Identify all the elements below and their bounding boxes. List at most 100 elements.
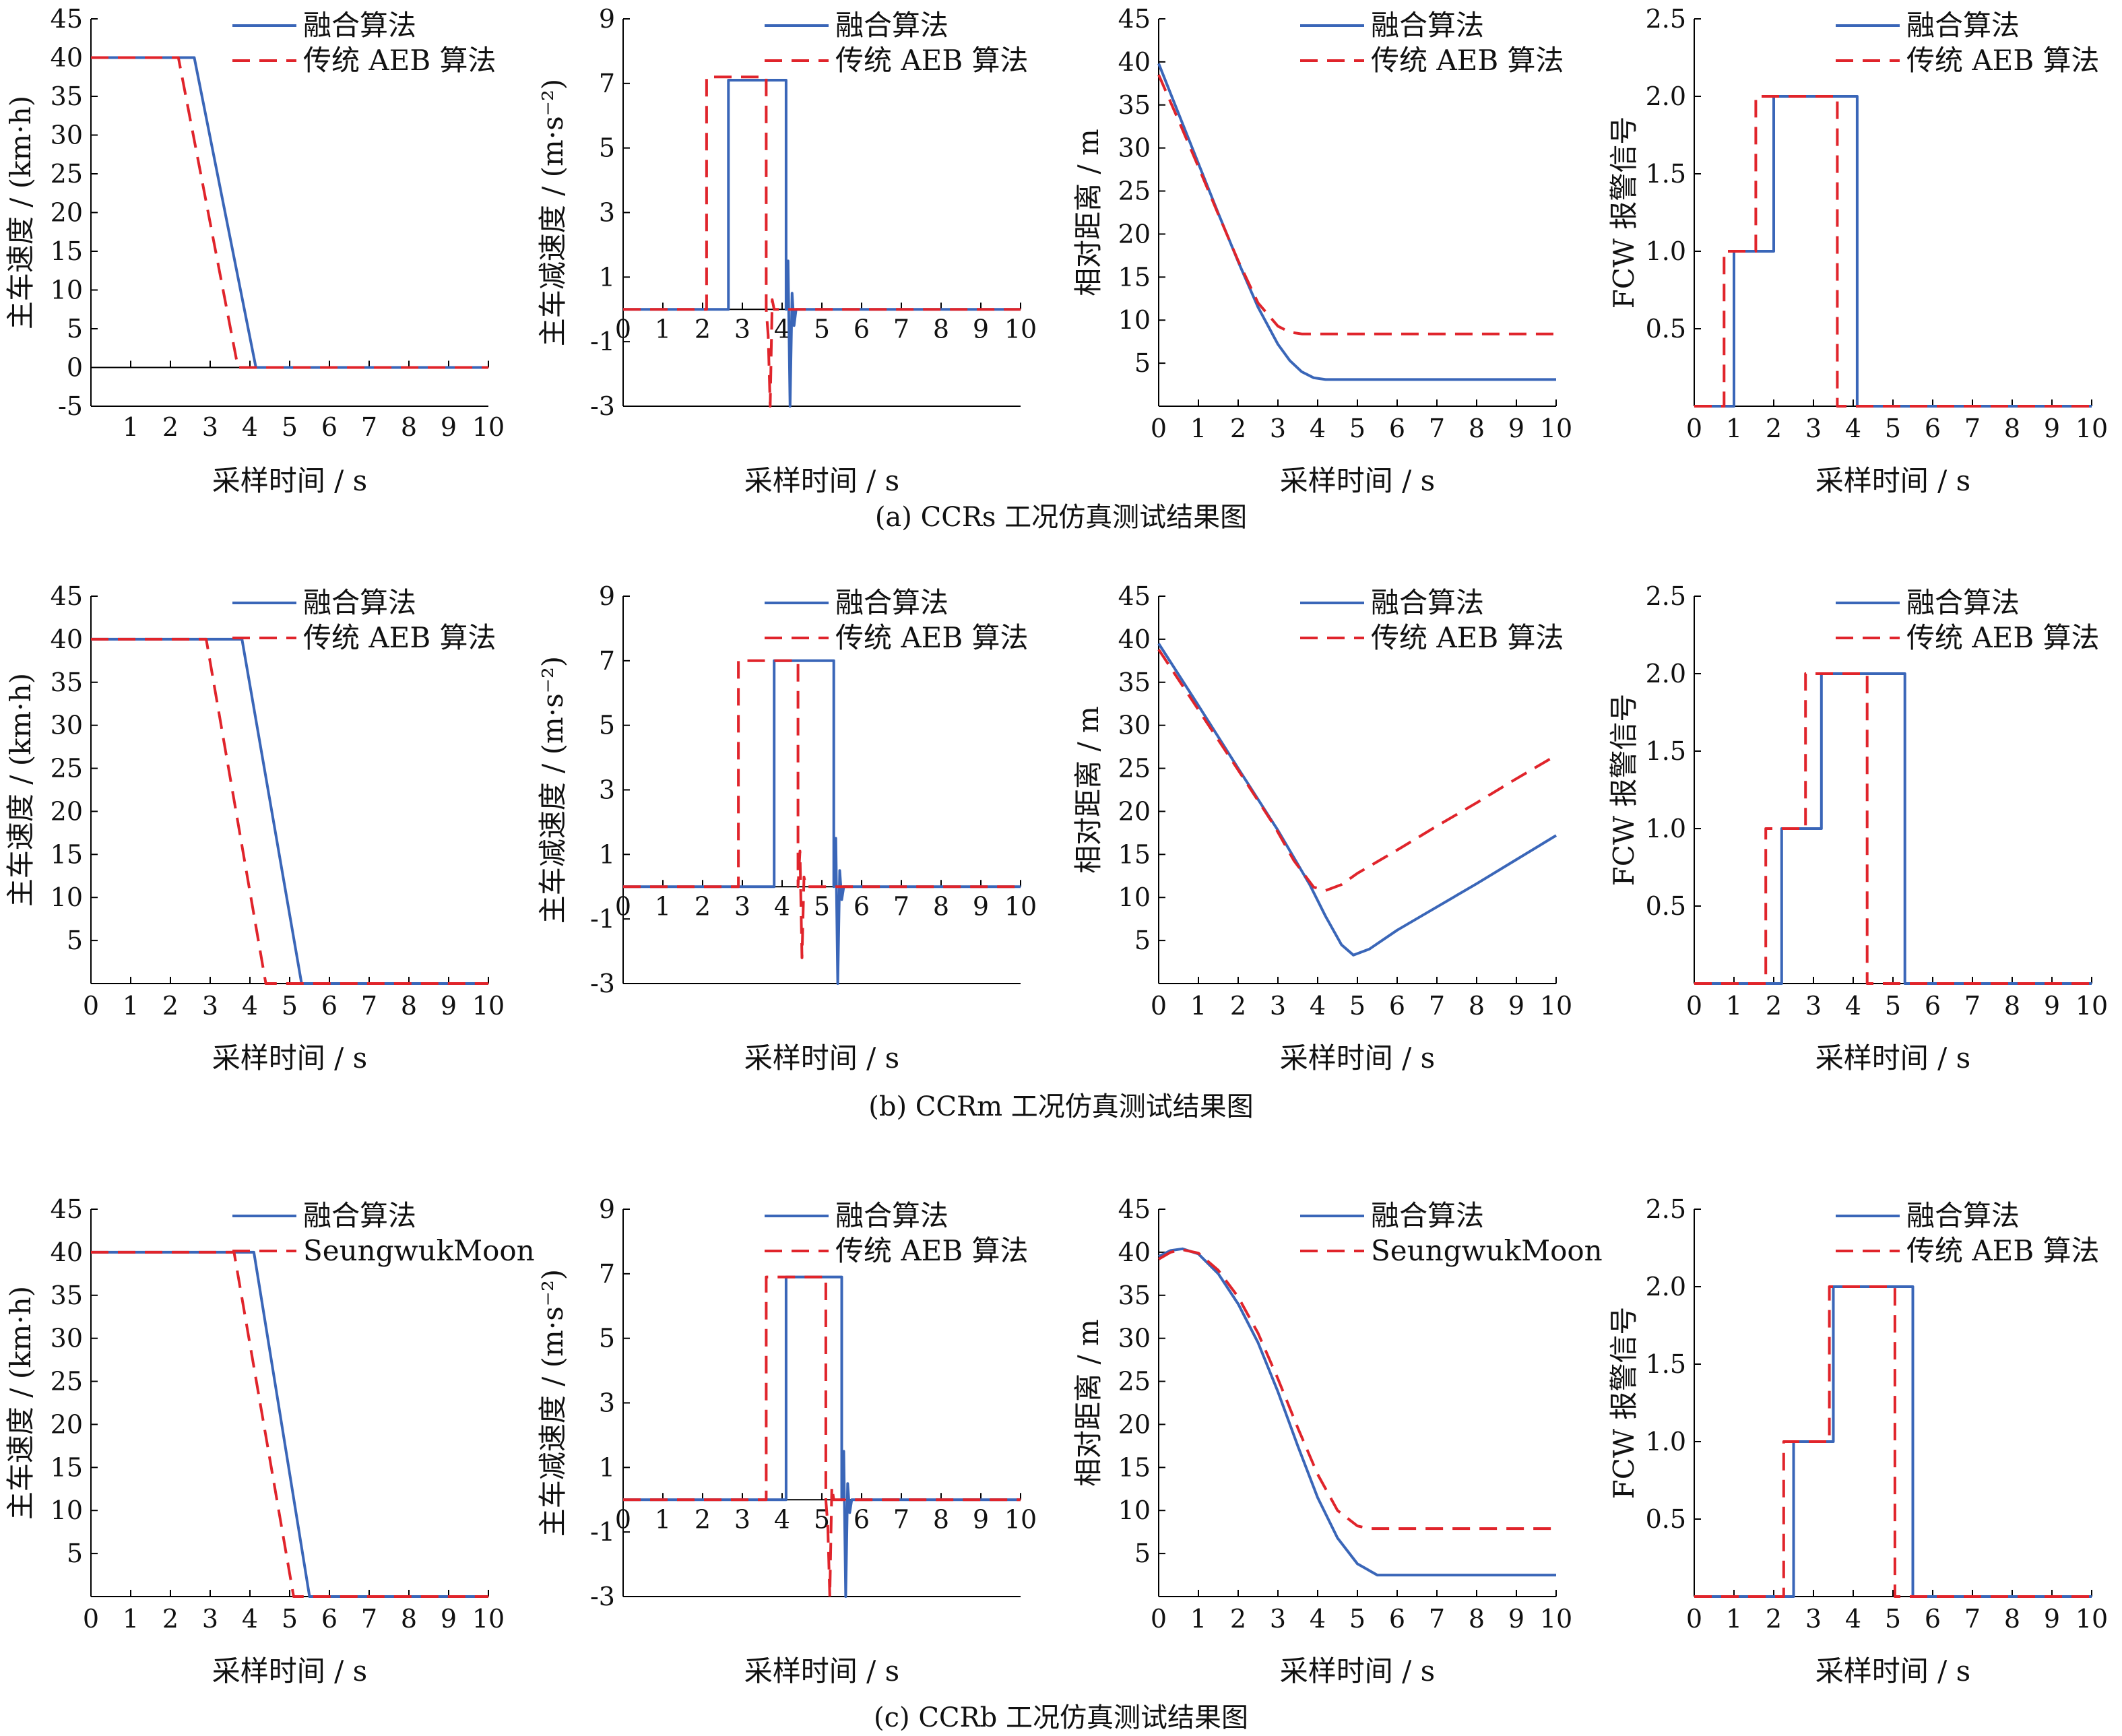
x-axis-label: 采样时间 / s <box>1280 464 1435 497</box>
x-tick-label: 0 <box>1151 414 1167 443</box>
series-line-aeb <box>623 75 1021 408</box>
x-tick-label: 0 <box>83 991 99 1021</box>
y-tick-label: 25 <box>1118 1367 1151 1396</box>
series-line-fusion <box>623 79 1021 408</box>
y-tick-label: 5 <box>67 926 83 955</box>
chart-a-fcw: 0.5 1.0 1.5 2.0 2.5 0 1 2 3 4 5 6 7 8 9 10 采样时间 / s FCW 报… <box>1607 4 2108 497</box>
y-tick-label: 15 <box>1118 839 1151 869</box>
x-tick-label: 3 <box>1805 1604 1822 1634</box>
y-tick-label: 0 <box>67 353 83 383</box>
x-tick-label: 1 <box>1726 1604 1742 1634</box>
x-tick-label: 0 <box>615 314 631 344</box>
y-tick-label: 0.5 <box>1646 314 1686 344</box>
y-tick-label: 3 <box>599 775 615 805</box>
y-tick-label: -3 <box>590 1582 615 1611</box>
legend-label: 融合算法 <box>1371 1199 1484 1232</box>
x-tick-label: 5 <box>282 412 298 442</box>
x-tick-label: 8 <box>1469 991 1485 1021</box>
x-tick-label: 5 <box>1349 1604 1365 1634</box>
y-tick-label: 1 <box>599 839 615 869</box>
y-tick-label: -1 <box>590 904 615 934</box>
x-tick-label: 8 <box>933 891 949 921</box>
y-tick-label: 20 <box>51 1409 83 1439</box>
series-line-aeb <box>1694 95 2092 408</box>
y-tick-label: 45 <box>51 581 83 611</box>
y-axis-label: FCW 报警信号 <box>1607 117 1640 309</box>
y-tick-label: 35 <box>1118 668 1151 697</box>
x-tick-label: 9 <box>1508 414 1524 443</box>
x-tick-label: 7 <box>893 314 909 344</box>
y-tick-label: 15 <box>1118 1452 1151 1482</box>
x-tick-label: 6 <box>1389 414 1405 443</box>
x-tick-label: 8 <box>1469 414 1485 443</box>
y-axis-label: FCW 报警信号 <box>1607 1307 1640 1500</box>
x-tick-label: 2 <box>1766 1604 1782 1634</box>
x-tick-label: 0 <box>1686 1604 1702 1634</box>
y-axis-label: 相对距离 / m <box>1072 706 1105 874</box>
y-tick-label: 25 <box>51 159 83 189</box>
x-tick-label: 7 <box>361 1604 377 1634</box>
x-tick-label: 3 <box>1270 1604 1286 1634</box>
y-tick-label: 30 <box>1118 133 1151 163</box>
legend-label: 传统 AEB 算法 <box>1906 44 2100 77</box>
series-line-fusion <box>1694 1285 2092 1598</box>
legend-label: 传统 AEB 算法 <box>835 1234 1029 1267</box>
y-tick-label: 45 <box>1118 4 1151 34</box>
series-line-fusion <box>91 1250 488 1598</box>
y-tick-label: 0.5 <box>1646 1504 1686 1534</box>
y-tick-label: 40 <box>51 43 83 73</box>
x-tick-label: 2 <box>695 314 711 344</box>
y-tick-label: 1.5 <box>1646 1349 1686 1379</box>
x-tick-label: 4 <box>1845 414 1861 443</box>
x-tick-label: 2 <box>162 991 179 1021</box>
y-tick-label: 35 <box>51 1281 83 1310</box>
x-tick-label: 8 <box>2004 991 2020 1021</box>
y-tick-label: 5 <box>1134 1539 1151 1568</box>
series-line-fusion <box>623 659 1021 985</box>
legend-label: 融合算法 <box>303 586 416 619</box>
legend-label: 传统 AEB 算法 <box>1906 1234 2100 1267</box>
x-tick-label: 7 <box>893 1504 909 1534</box>
x-tick-label: 2 <box>1230 414 1246 443</box>
x-tick-label: 3 <box>202 991 218 1021</box>
y-tick-label: -5 <box>58 391 83 421</box>
y-tick-label: 3 <box>599 198 615 228</box>
x-tick-label: 1 <box>1190 991 1207 1021</box>
x-axis-label: 采样时间 / s <box>1815 1041 1970 1074</box>
x-tick-label: 1 <box>1190 414 1207 443</box>
x-tick-label: 4 <box>242 412 258 442</box>
y-tick-label: -3 <box>590 969 615 998</box>
x-tick-label: 5 <box>814 891 830 921</box>
x-tick-label: 9 <box>973 1504 989 1534</box>
y-tick-label: 2.5 <box>1646 1194 1686 1224</box>
y-tick-label: 2.0 <box>1646 659 1686 688</box>
y-tick-label: 2.5 <box>1646 581 1686 611</box>
y-tick-label: 5 <box>1134 348 1151 378</box>
x-tick-label: 3 <box>734 314 750 344</box>
series-line-fusion <box>1157 643 1557 957</box>
caption-c: (c) CCRb 工况仿真测试结果图 <box>874 1702 1248 1733</box>
x-tick-label: 4 <box>1310 1604 1326 1634</box>
x-tick-label: 1 <box>1190 1604 1207 1634</box>
y-tick-label: 10 <box>51 1496 83 1525</box>
x-tick-label: 9 <box>1508 991 1524 1021</box>
x-tick-label: 8 <box>933 1504 949 1534</box>
y-tick-label: 10 <box>1118 1496 1151 1525</box>
y-tick-label: 30 <box>51 711 83 740</box>
x-tick-label: 0 <box>1151 991 1167 1021</box>
y-tick-label: 20 <box>1118 1409 1151 1439</box>
y-tick-label: 30 <box>51 121 83 150</box>
x-axis-label: 采样时间 / s <box>744 1654 899 1687</box>
legend-label: 传统 AEB 算法 <box>835 621 1029 654</box>
legend-label: 融合算法 <box>835 586 949 619</box>
series-line-fusion <box>623 1275 1021 1598</box>
x-tick-label: 6 <box>854 1504 870 1534</box>
x-tick-label: 9 <box>1508 1604 1524 1634</box>
chart-c-fcw: 0.5 1.0 1.5 2.0 2.5 0 1 2 3 4 5 6 7 8 9 10 采样时间 / s FCW 报… <box>1607 1194 2108 1687</box>
x-tick-label: 6 <box>1389 991 1405 1021</box>
x-tick-label: 7 <box>361 412 377 442</box>
x-tick-label: 4 <box>774 1504 790 1534</box>
x-tick-label: 9 <box>441 991 457 1021</box>
x-tick-label: 0 <box>1686 991 1702 1021</box>
